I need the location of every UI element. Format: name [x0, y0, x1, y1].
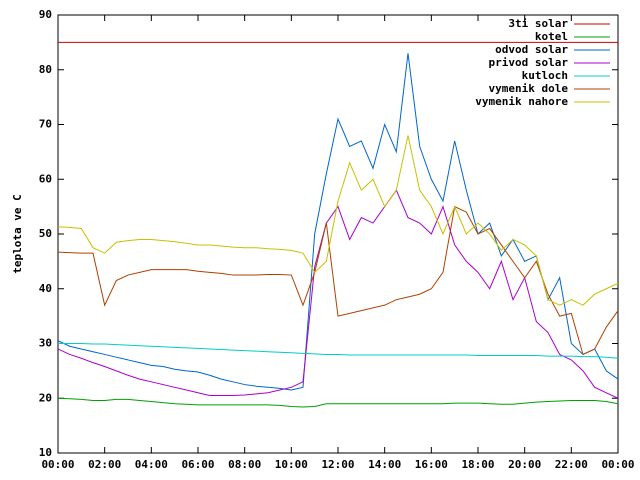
legend-label: vymenik nahore [475, 95, 568, 108]
x-tick-label: 22:00 [555, 458, 588, 471]
series-line [57, 53, 619, 391]
y-tick-label: 50 [39, 227, 52, 240]
x-tick-label: 14:00 [368, 458, 401, 471]
y-tick-label: 90 [39, 8, 52, 21]
y-tick-label: 60 [39, 172, 52, 185]
legend-label: odvod solar [495, 43, 568, 56]
x-tick-label: 16:00 [415, 458, 448, 471]
x-tick-label: 06:00 [181, 458, 214, 471]
series-line [57, 205, 619, 356]
legend-label: vymenik dole [489, 82, 569, 95]
x-tick-label: 08:00 [228, 458, 261, 471]
x-tick-label: 02:00 [88, 458, 121, 471]
legend-label: 3ti solar [508, 17, 568, 30]
y-tick-label: 30 [39, 337, 52, 350]
legend-label: kotel [535, 30, 568, 43]
x-tick-label: 18:00 [461, 458, 494, 471]
x-tick-label: 20:00 [508, 458, 541, 471]
x-tick-label: 00:00 [41, 458, 74, 471]
x-tick-label: 10:00 [275, 458, 308, 471]
y-tick-label: 80 [39, 63, 52, 76]
legend-label: privod solar [489, 56, 569, 69]
y-tick-label: 70 [39, 118, 52, 131]
series-line [57, 397, 619, 408]
y-tick-label: 40 [39, 282, 52, 295]
series-line [57, 189, 619, 399]
x-tick-label: 04:00 [135, 458, 168, 471]
x-tick-label: 00:00 [601, 458, 634, 471]
series-line [57, 135, 619, 306]
series-line [58, 343, 619, 359]
y-tick-label: 20 [39, 391, 52, 404]
x-tick-label: 12:00 [321, 458, 354, 471]
legend-label: kutloch [522, 69, 568, 82]
y-tick-label: 10 [39, 446, 52, 459]
y-axis-label: teplota ve C [11, 194, 24, 273]
